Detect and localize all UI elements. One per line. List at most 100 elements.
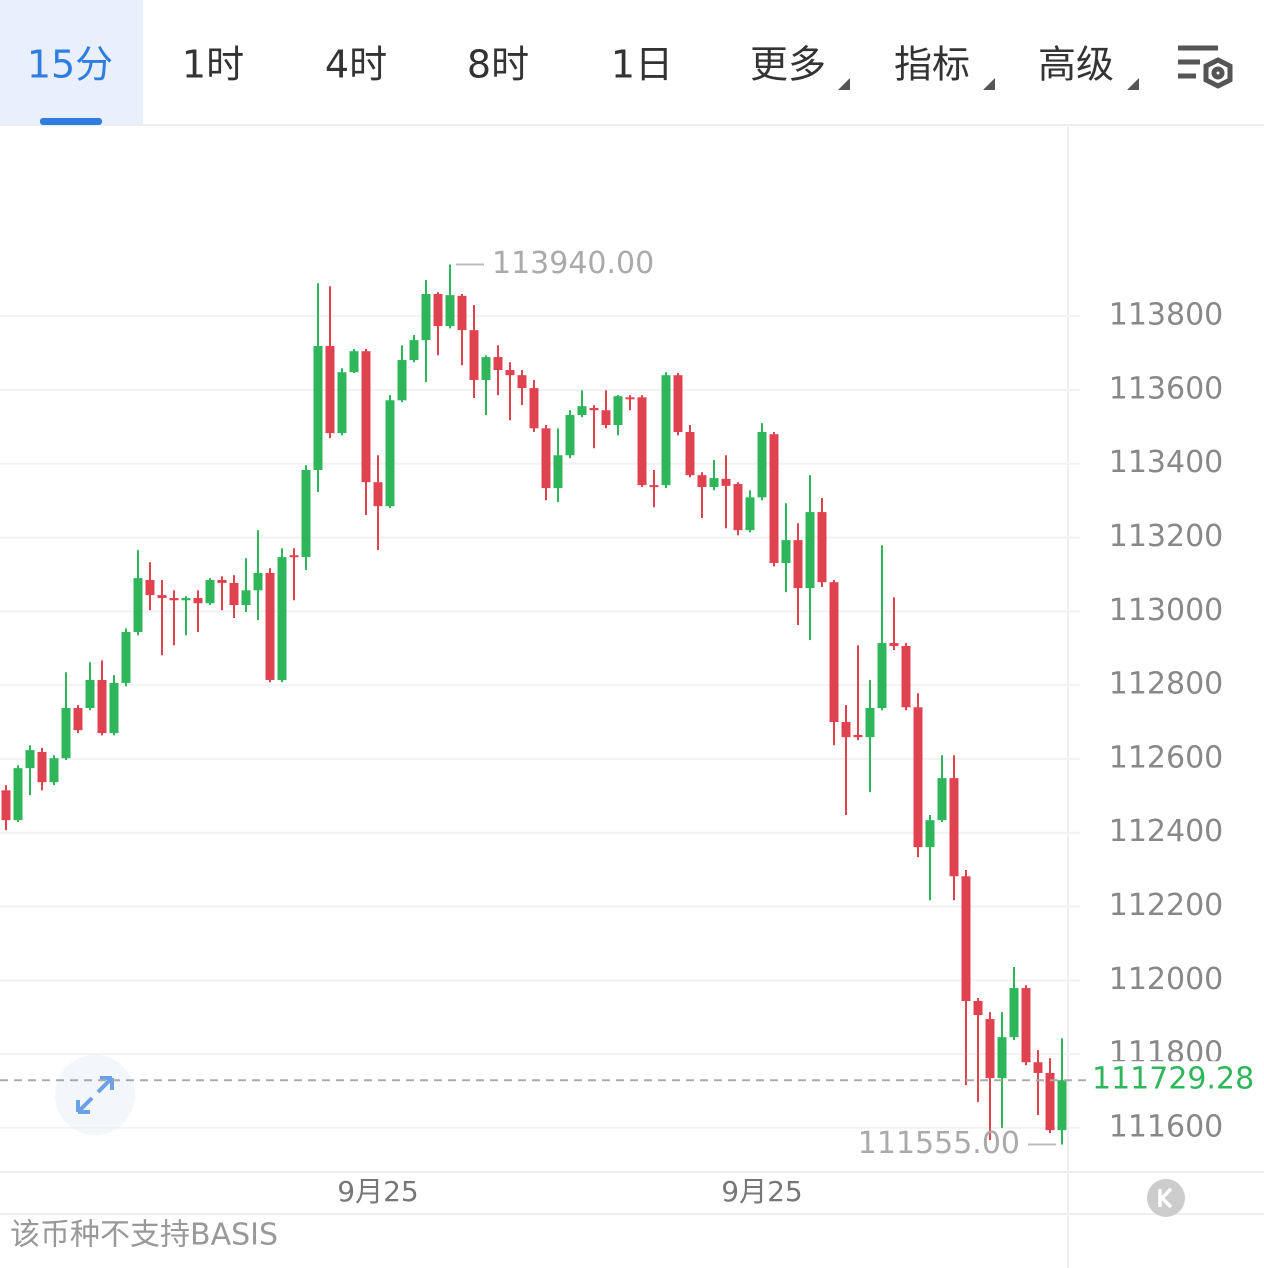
candle-body [937,778,947,821]
candle-body [385,400,395,507]
candle-body [433,294,443,327]
candle-body [445,295,455,327]
tab[interactable]: 1日 [611,43,673,87]
candle-body [61,708,71,759]
tab[interactable]: 指标 [894,43,970,87]
expand-icon [76,1076,114,1114]
tab[interactable]: 15分 [27,43,113,87]
min-label: 111555.00 [858,1126,1020,1161]
candle-body [817,512,827,583]
candle-body [877,643,887,709]
icon-hex [1203,57,1233,89]
icon-dot [1211,66,1225,80]
tab[interactable]: 高级 [1038,43,1114,87]
candle-body [949,778,959,877]
candle-body [865,708,875,738]
candle-body [1009,988,1019,1038]
y-tick-label: 113800 [1109,298,1224,333]
candle-body [1033,1062,1043,1073]
candle-body [517,375,527,389]
candle-body [577,406,587,416]
y-tick-label: 113000 [1109,593,1224,628]
candle-body [649,485,659,488]
candle-body [925,820,935,848]
k-button[interactable] [1147,1179,1185,1217]
candle-body [313,346,323,471]
candle-body [829,582,839,723]
dropdown-arrow [838,78,850,90]
candle-body [205,579,215,604]
candle-body [337,372,347,434]
candle-body [157,595,167,599]
footer-text: 该币种不支持BASIS [10,1218,278,1253]
candle-body [493,357,503,371]
candle-body [985,1019,995,1079]
candle-body [289,555,299,558]
candle-body [37,751,47,783]
x-tick-label: 9月25 [721,1175,802,1208]
candle-body [409,340,419,361]
candle-body [745,497,755,531]
dropdown-arrow [983,78,995,90]
y-tick-label: 112000 [1109,962,1224,997]
candle-body [805,512,815,589]
candle-body [73,708,83,731]
candle-body [241,590,251,606]
candle-body [997,1037,1007,1079]
candle-body [505,370,515,376]
candle-body [781,540,791,563]
candle-body [529,388,539,429]
candle-body [457,295,467,331]
candle-body [661,375,671,486]
candle-body [1057,1080,1067,1131]
candle-body [1,790,11,821]
candle-body [889,643,899,647]
candle-body [685,432,695,476]
y-tick-label: 113600 [1109,371,1224,406]
settings-icon[interactable] [1178,45,1233,89]
y-tick-label: 113400 [1109,445,1224,480]
candle-body [721,478,731,486]
max-label: 113940.00 [492,246,654,281]
tab-selected-bg [0,0,143,125]
tab[interactable]: 更多 [750,43,826,87]
candle-body [397,360,407,401]
last-price-label: 111729.28 [1092,1062,1254,1097]
tab[interactable]: 4时 [325,43,387,87]
candle-body [625,397,635,400]
candle-body [769,434,779,563]
tab-indicator [40,118,102,125]
candle-body [277,557,287,680]
candle-body [961,876,971,1001]
candle-body [1021,988,1031,1063]
candle-body [589,408,599,411]
candle-body [361,351,371,483]
candle-body [349,351,359,373]
y-tick-label: 113200 [1109,519,1224,554]
candle-body [121,632,131,683]
candle-body [841,722,851,738]
y-tick-label: 112200 [1109,888,1224,923]
candle-body [193,598,203,604]
tab[interactable]: 8时 [467,43,529,87]
y-tick-label: 112400 [1109,814,1224,849]
x-tick-label: 9月25 [337,1175,418,1208]
candle-body [1045,1072,1055,1131]
candle-body [325,346,335,434]
candle-body [673,375,683,433]
candle-body [109,682,119,734]
candle-body [613,396,623,425]
expand-button[interactable] [55,1055,135,1135]
candle-body [913,707,923,848]
candle-body [733,484,743,531]
candle-body [265,572,275,680]
candle-body [145,579,155,596]
last-price-bg [1088,1061,1264,1100]
candle-body [49,758,59,783]
candle-body [973,1000,983,1016]
k-icon [1158,1187,1173,1209]
tab[interactable]: 1时 [182,43,244,87]
candle-body [853,734,863,738]
